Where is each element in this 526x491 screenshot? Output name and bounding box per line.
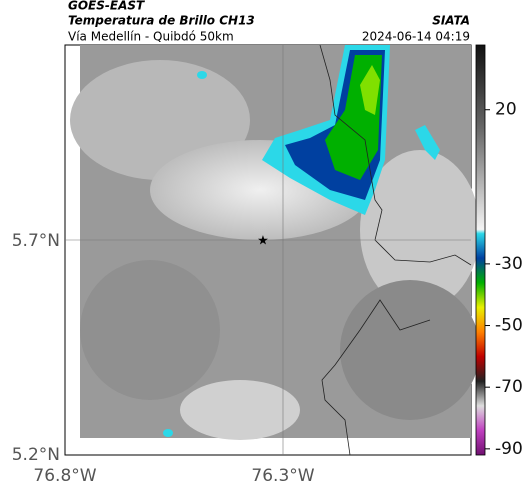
lat-label: 5.2°N — [12, 445, 60, 465]
timestamp: 2024-06-14 04:19 — [362, 30, 470, 44]
map: ★ — [64, 44, 480, 456]
title: Temperatura de Brillo CH13 — [68, 14, 255, 28]
source: GOES-EAST — [68, 0, 145, 13]
colorbar-label: -90 — [495, 439, 523, 459]
lon-label: 76.8°W — [33, 466, 96, 486]
lat-label: 5.7°N — [12, 231, 60, 251]
lon-label: 76.3°W — [251, 466, 314, 486]
brand: SIATA — [432, 14, 470, 28]
subtitle: Vía Medellín - Quibdó 50km — [68, 30, 234, 44]
svg-text:★: ★ — [257, 234, 269, 249]
colorbar-label: -70 — [495, 377, 523, 397]
colorbar-label: 20 — [495, 100, 517, 120]
colorbar — [475, 44, 486, 456]
colorbar-label: -50 — [495, 316, 523, 336]
colorbar-label: -30 — [495, 254, 523, 274]
